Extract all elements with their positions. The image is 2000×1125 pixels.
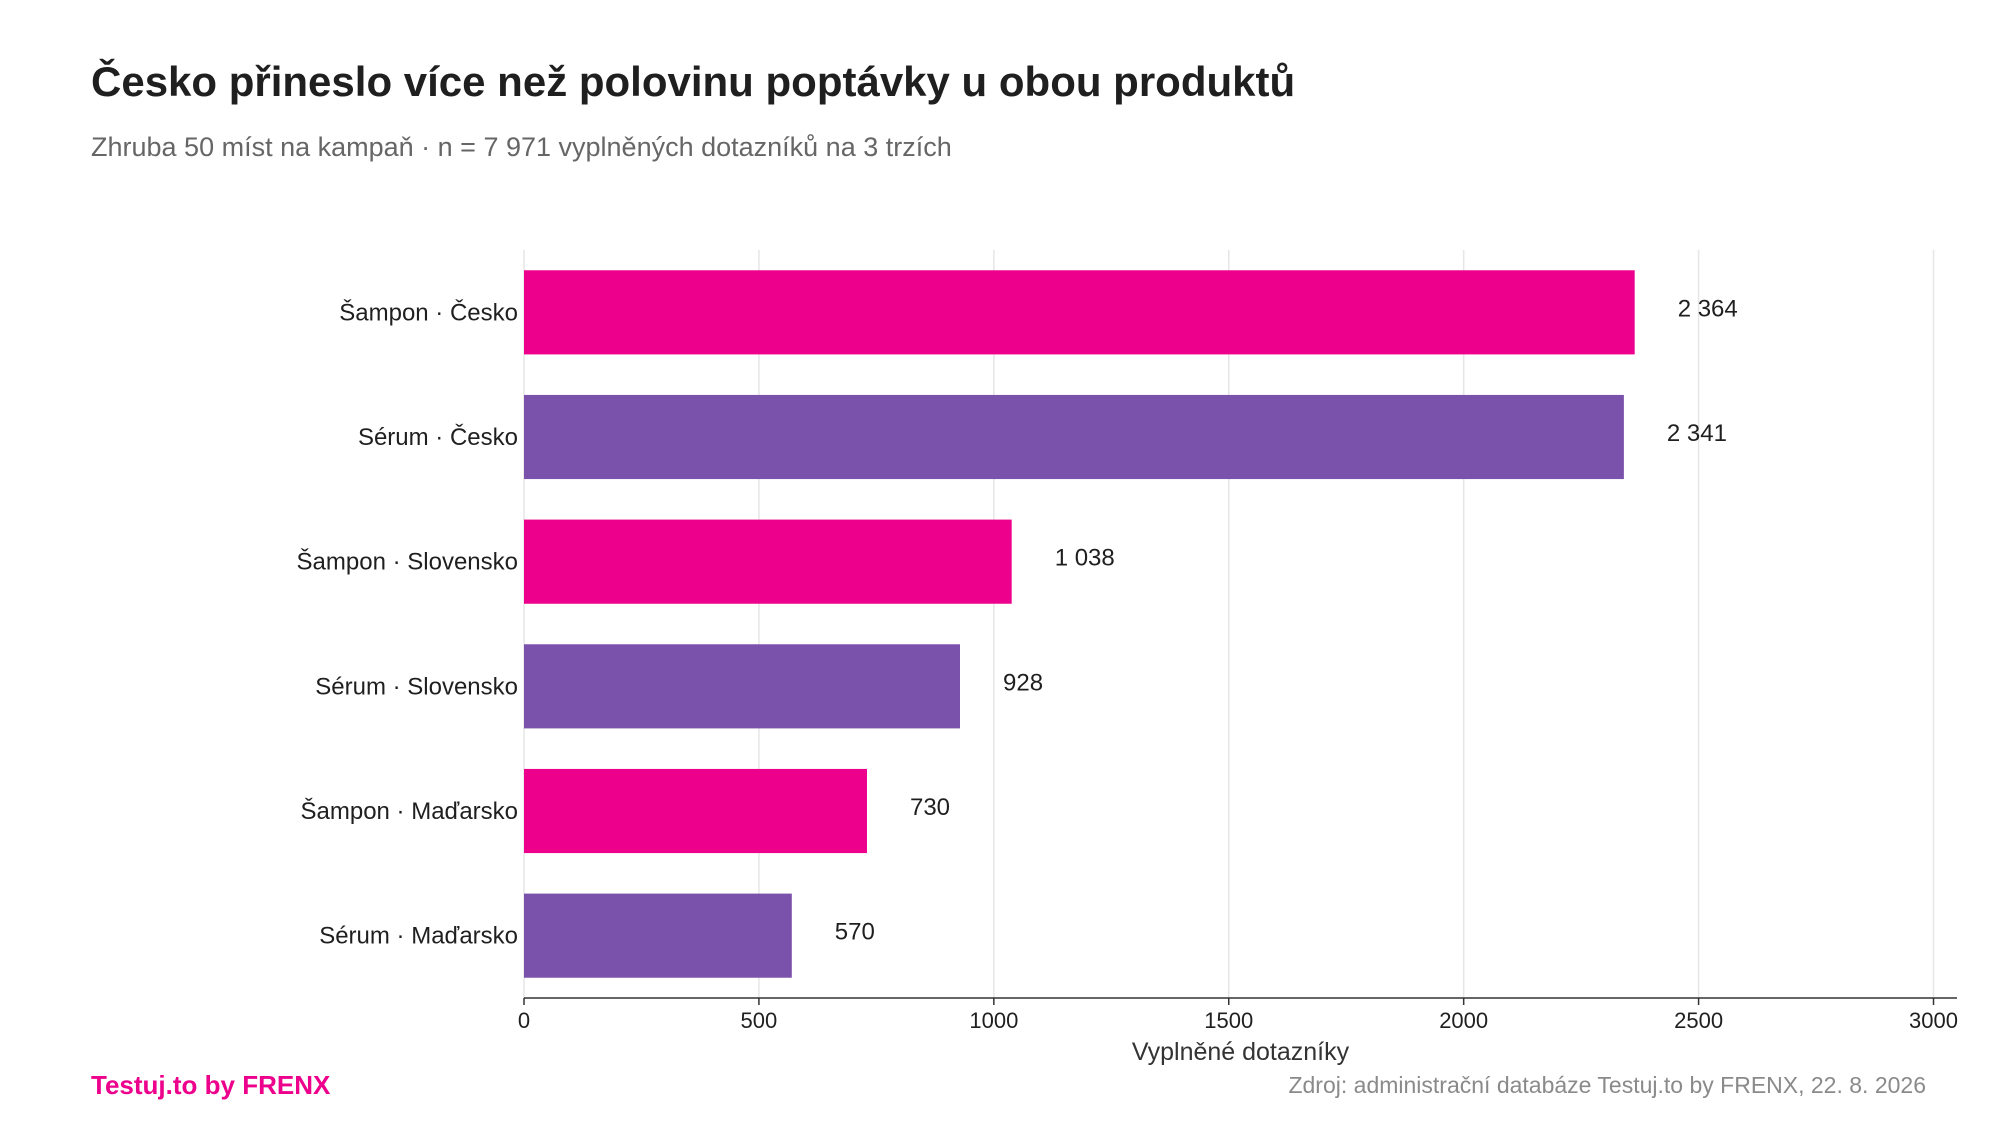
chart-title: Česko přineslo více než polovinu poptávk… [91,58,1296,105]
data-label: 570 [835,919,875,946]
x-tick-label: 0 [518,1008,530,1033]
data-label: 1 038 [1055,545,1115,572]
bar [524,519,1012,604]
category-label: Sérum · Česko [358,423,518,451]
data-label: 928 [1003,669,1043,696]
x-tick-label: 1000 [969,1008,1018,1033]
category-label: Sérum · Maďarsko [319,923,518,950]
source-note: Zdroj: administrační databáze Testuj.to … [1288,1072,1926,1098]
x-tick-label: 3000 [1909,1008,1958,1033]
chart-subtitle: Zhruba 50 míst na kampaň · n = 7 971 vyp… [91,132,952,162]
category-label: Šampon · Česko [339,298,518,326]
x-axis-title: Vyplněné dotazníky [1132,1038,1350,1066]
category-label: Šampon · Maďarsko [301,797,519,825]
data-label: 2 341 [1667,420,1727,447]
data-label: 730 [910,794,950,821]
bar [524,644,961,729]
bar [524,394,1624,480]
bar [524,768,867,854]
x-tick-label: 2500 [1674,1008,1723,1033]
category-label: Sérum · Slovensko [315,673,518,700]
x-tick-label: 2000 [1439,1008,1488,1033]
x-tick-label: 1500 [1204,1008,1253,1033]
brand-logo-text: Testuj.to by FRENX [91,1070,331,1100]
data-label: 2 364 [1678,295,1738,322]
bar [524,893,792,978]
x-tick-label: 500 [741,1008,778,1033]
category-label: Šampon · Slovensko [297,548,518,576]
bar [524,270,1635,355]
